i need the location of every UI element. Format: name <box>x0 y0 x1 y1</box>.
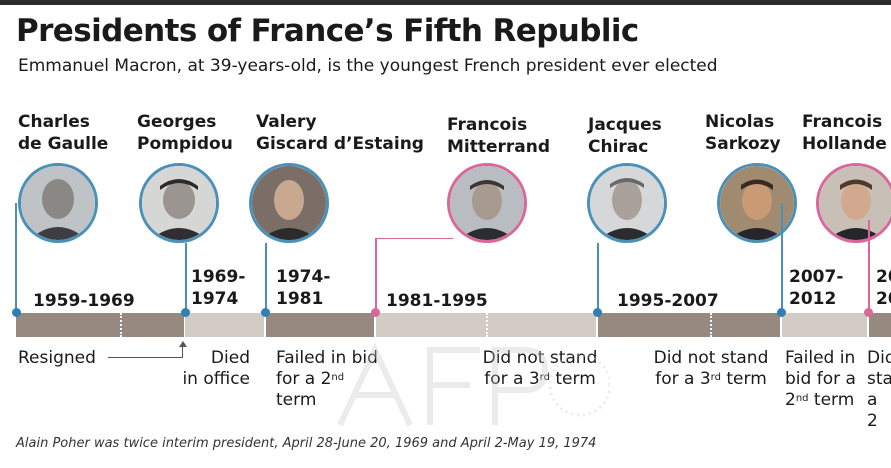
president-name-mitterrand: Francois Mitterrand <box>447 115 551 157</box>
term-start-dot <box>593 308 602 317</box>
period-de-gaulle: 1959-1969 <box>33 291 135 311</box>
portrait-giscard <box>249 163 329 243</box>
term-start-dot <box>12 308 21 317</box>
fate-sarkozy: Failed in bid for a 2nd term <box>785 348 856 410</box>
period-giscard: 1974- 1981 <box>276 267 331 309</box>
term-start-dot <box>777 308 786 317</box>
period-mitterrand: 1981-1995 <box>386 291 488 311</box>
portrait-mitterrand <box>447 163 527 243</box>
bar-divider <box>486 313 488 337</box>
fate-hollande: Did sta a 2 <box>867 348 891 431</box>
fate-chirac: Did not stand for a 3rd term <box>653 348 769 389</box>
connector-chirac <box>597 243 599 313</box>
term-start-dot <box>864 308 873 317</box>
resigned-arrow-line <box>108 357 182 358</box>
president-name-sarkozy: Nicolas Sarkozy <box>705 112 781 154</box>
fate-mitterrand: Did not stand for a 3rd term <box>482 348 598 389</box>
portrait-chirac <box>587 163 667 243</box>
period-pompidou: 1969- 1974 <box>191 267 246 309</box>
president-name-hollande: Francois Hollande <box>802 112 887 154</box>
president-name-chirac: Jacques Chirac <box>588 115 662 157</box>
portrait-sarkozy <box>717 163 797 243</box>
fate-pompidou: Died in office <box>182 348 250 389</box>
period-sarkozy: 2007- 2012 <box>789 267 844 309</box>
page-subtitle: Emmanuel Macron, at 39-years-old, is the… <box>18 56 718 76</box>
term-start-dot <box>371 308 380 317</box>
term-start-dot <box>261 308 270 317</box>
afp-watermark-logo <box>337 342 610 427</box>
connector-hollande <box>868 220 870 313</box>
president-name-de-gaulle: Charles de Gaulle <box>18 112 109 154</box>
term-bar-giscard <box>266 313 374 337</box>
connector-de-gaulle <box>15 203 17 313</box>
term-bar-de-gaulle <box>16 313 184 337</box>
term-bar-hollande <box>869 313 891 337</box>
president-name-pompidou: Georges Pompidou <box>137 112 233 154</box>
page-title: Presidents of France’s Fifth Republic <box>16 13 639 49</box>
bar-divider <box>120 313 122 337</box>
period-hollande: 20 20 <box>876 267 891 309</box>
portrait-pompidou <box>139 163 219 243</box>
president-name-giscard: Valery Giscard d’Estaing <box>256 112 424 154</box>
resigned-arrow-stem <box>182 345 183 358</box>
term-bar-sarkozy <box>782 313 867 337</box>
connector-pompidou <box>185 243 187 313</box>
arrow-up-icon <box>179 341 187 347</box>
connector-giscard <box>265 243 267 313</box>
connector-mitterrand-branch <box>375 238 453 239</box>
term-bar-chirac <box>598 313 780 337</box>
term-start-dot <box>181 308 190 317</box>
fate-giscard: Failed in bid for a 2nd term <box>276 348 378 410</box>
portrait-de-gaulle <box>18 163 98 243</box>
term-bar-pompidou <box>185 313 264 337</box>
top-border <box>0 0 891 5</box>
period-chirac: 1995-2007 <box>617 291 719 311</box>
fate-de-gaulle: Resigned <box>18 348 96 368</box>
portrait-hollande <box>816 163 891 243</box>
footnote: Alain Poher was twice interim president,… <box>16 436 597 451</box>
connector-mitterrand <box>375 238 377 313</box>
connector-sarkozy <box>781 203 783 313</box>
bar-divider <box>710 313 712 337</box>
